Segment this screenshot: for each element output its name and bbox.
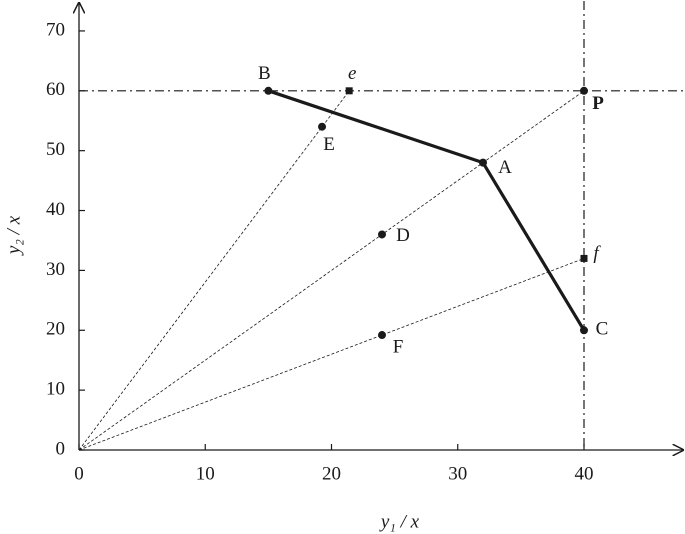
y-tick-label: 10 — [46, 378, 65, 399]
point — [378, 331, 386, 340]
point — [580, 254, 588, 262]
point-label: B — [258, 63, 271, 84]
point-label: f — [593, 243, 601, 264]
point-label: E — [323, 134, 335, 155]
y-tick-label: 20 — [46, 319, 65, 340]
point — [318, 122, 327, 131]
point-label: C — [596, 319, 609, 340]
point — [264, 86, 273, 95]
point — [345, 87, 353, 95]
y-tick-label: 30 — [46, 259, 65, 280]
point-label: D — [396, 225, 410, 246]
point — [580, 326, 588, 335]
x-tick-label: 20 — [322, 463, 341, 484]
x-tick-label: 30 — [448, 463, 467, 484]
point-label: A — [498, 157, 512, 178]
y-tick-label: 40 — [46, 199, 65, 220]
point — [580, 86, 588, 95]
x-tick-label: 10 — [196, 463, 215, 484]
x-tick-label: 0 — [74, 463, 84, 484]
point-label: e — [348, 63, 356, 84]
point — [378, 230, 386, 239]
y-tick-label: 60 — [46, 79, 65, 100]
ray — [78, 90, 585, 451]
point — [479, 158, 487, 167]
ray — [78, 90, 350, 451]
point-label: F — [393, 336, 404, 357]
y-tick-label: 70 — [46, 19, 65, 40]
y-tick-label: 50 — [46, 139, 65, 160]
x-tick-label: 40 — [575, 463, 594, 484]
y-tick-label: 0 — [56, 438, 66, 459]
ray — [78, 258, 585, 451]
y-axis-label: y₂ / x — [3, 215, 24, 256]
x-axis-label: y₁ / x — [379, 511, 420, 532]
point-label: P — [592, 93, 604, 114]
boundary-line — [267, 89, 586, 332]
